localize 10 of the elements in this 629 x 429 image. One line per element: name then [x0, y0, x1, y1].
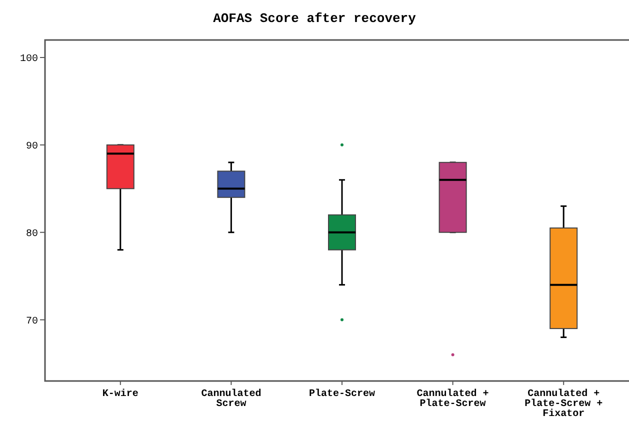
x-tick-label: Cannulated + Plate-Screw + Fixator — [524, 388, 603, 420]
x-tick-label: K-wire — [102, 388, 138, 400]
x-tick-label: Cannulated + Plate-Screw — [416, 388, 489, 410]
y-tick-label: 90 — [26, 141, 38, 152]
y-tick-label: 70 — [26, 316, 38, 328]
x-tick-label: Cannulated Screw — [201, 388, 262, 410]
x-tick-label: Plate-Screw — [308, 388, 376, 400]
y-tick-label: 80 — [26, 228, 38, 240]
chart-title: AOFAS Score after recovery — [213, 11, 416, 26]
y-tick-label: 100 — [20, 54, 38, 65]
